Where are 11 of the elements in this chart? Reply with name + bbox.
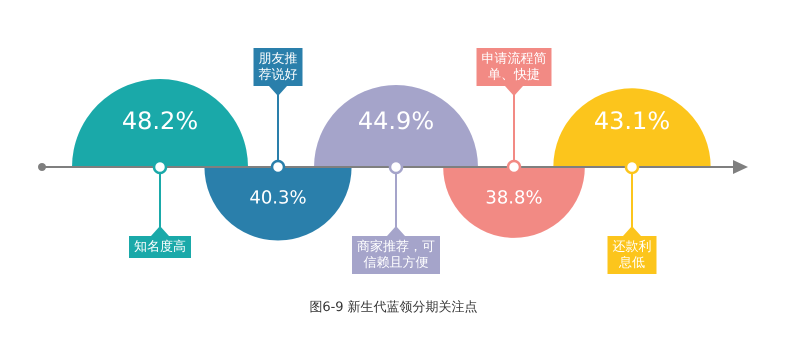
category-label: 申请流程简单、快捷 bbox=[482, 50, 546, 82]
data-label: 38.8% bbox=[485, 188, 543, 209]
category-label: 朋友推荐说好 bbox=[258, 51, 298, 82]
data-label: 44.9% bbox=[358, 107, 434, 136]
category-label: 知名度高 bbox=[134, 238, 186, 254]
category-label: 还款利息低 bbox=[612, 239, 652, 270]
category-label: 商家推荐，可信赖且方便 bbox=[357, 238, 435, 270]
text: 图6-9 新生代蓝领分期关注点 bbox=[308, 299, 479, 316]
data-label: 40.3% bbox=[249, 188, 307, 209]
data-label: 43.1% bbox=[594, 107, 670, 136]
data-label: 48.2% bbox=[122, 107, 198, 136]
